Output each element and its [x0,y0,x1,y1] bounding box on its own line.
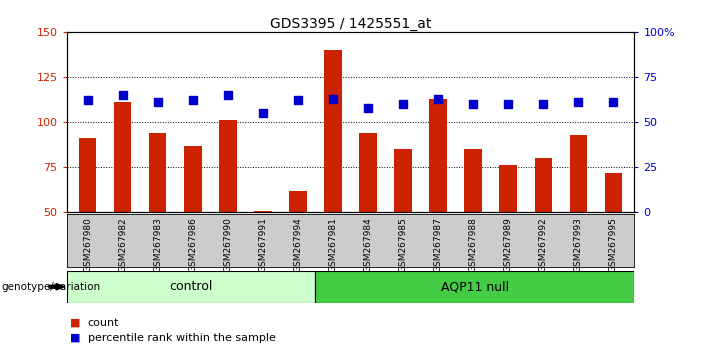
Bar [149,133,167,212]
Point [433,96,444,102]
Bar [67,271,315,303]
Bar [315,271,634,303]
Point [82,98,93,103]
Text: GSM267985: GSM267985 [399,217,407,272]
Bar [429,99,447,212]
Point [608,99,619,105]
Point [573,99,584,105]
Bar [569,135,587,212]
Text: AQP11 null: AQP11 null [441,280,509,293]
Text: percentile rank within the sample: percentile rank within the sample [88,333,275,343]
Text: GSM267993: GSM267993 [574,217,583,272]
Point [503,101,514,107]
Title: GDS3395 / 1425551_at: GDS3395 / 1425551_at [270,17,431,31]
Bar [254,211,272,212]
Bar [79,138,96,212]
Text: ■: ■ [70,318,81,328]
Point [187,98,198,103]
Point [397,101,409,107]
Bar [290,191,307,212]
Bar [324,50,341,212]
Text: GSM267984: GSM267984 [364,217,372,272]
Bar [604,173,622,212]
Text: GSM267989: GSM267989 [504,217,512,272]
Bar [499,165,517,212]
Text: GSM267990: GSM267990 [224,217,232,272]
Text: GSM267995: GSM267995 [609,217,618,272]
Text: GSM267988: GSM267988 [469,217,477,272]
Text: GSM267991: GSM267991 [259,217,267,272]
Bar [184,145,202,212]
Text: GSM267980: GSM267980 [83,217,92,272]
Bar [535,158,552,212]
Point [117,92,128,98]
Point [468,101,479,107]
Text: GSM267982: GSM267982 [118,217,127,272]
Bar [464,149,482,212]
Text: GSM267987: GSM267987 [434,217,442,272]
Text: count: count [88,318,119,328]
Point [292,98,304,103]
Text: GSM267986: GSM267986 [189,217,197,272]
Text: ■: ■ [70,333,81,343]
Point [327,96,339,102]
Bar [394,149,412,212]
Text: control: control [169,280,212,293]
Text: GSM267992: GSM267992 [539,217,547,272]
Point [152,99,163,105]
Bar [359,133,377,212]
Text: GSM267994: GSM267994 [294,217,302,272]
Point [362,105,374,110]
Point [257,110,268,116]
Text: genotype/variation: genotype/variation [1,282,100,292]
Text: GSM267981: GSM267981 [329,217,337,272]
Point [222,92,233,98]
Bar [114,102,132,212]
Text: GSM267983: GSM267983 [154,217,162,272]
Point [538,101,549,107]
Bar [219,120,237,212]
